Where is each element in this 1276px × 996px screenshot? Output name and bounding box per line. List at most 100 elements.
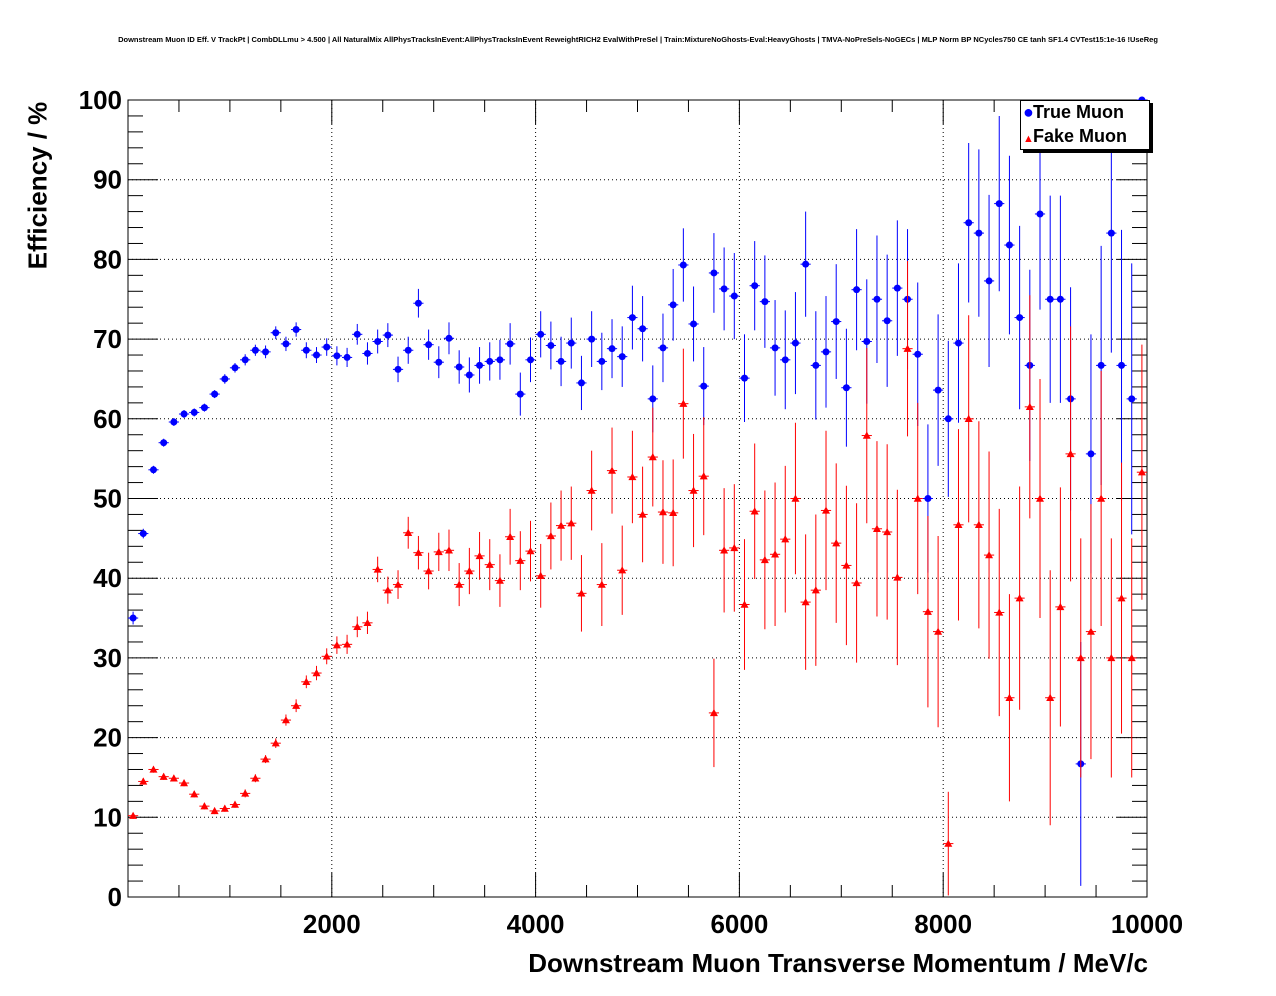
data-point xyxy=(944,839,953,847)
data-point xyxy=(985,277,993,285)
data-point xyxy=(873,295,881,303)
data-point xyxy=(587,486,596,494)
legend-label-true-muon: True Muon xyxy=(1033,102,1124,122)
data-point xyxy=(802,260,810,268)
data-point xyxy=(791,494,800,502)
data-point xyxy=(1107,653,1116,662)
data-point xyxy=(546,531,555,540)
data-point xyxy=(699,472,708,480)
data-point xyxy=(1046,693,1055,701)
data-point xyxy=(720,285,728,293)
data-point xyxy=(730,292,738,300)
data-point xyxy=(618,566,627,574)
data-point xyxy=(190,408,198,416)
series-true-muon xyxy=(128,96,1147,886)
data-point xyxy=(1056,602,1065,611)
data-point xyxy=(383,586,392,594)
data-point xyxy=(700,382,708,390)
data-point xyxy=(944,415,952,423)
data-point xyxy=(159,772,168,780)
series-fake-muon xyxy=(128,260,1147,896)
data-point xyxy=(974,520,983,529)
data-point xyxy=(414,548,423,556)
y-tick-label: 0 xyxy=(108,882,122,912)
data-point xyxy=(180,779,189,787)
data-point xyxy=(547,341,555,349)
data-point xyxy=(1107,229,1115,237)
data-point xyxy=(1097,361,1105,369)
data-point xyxy=(230,800,239,808)
data-point xyxy=(648,453,657,461)
data-point xyxy=(588,335,596,343)
data-point xyxy=(444,546,453,554)
data-point xyxy=(241,356,249,364)
data-point xyxy=(557,357,565,365)
data-point xyxy=(516,556,525,564)
data-point xyxy=(149,466,157,474)
data-point xyxy=(313,351,321,359)
data-point xyxy=(750,507,759,515)
data-point xyxy=(424,567,433,575)
data-point xyxy=(445,334,453,342)
data-point xyxy=(669,508,678,517)
data-point xyxy=(332,641,341,649)
y-tick-label: 20 xyxy=(93,723,122,753)
data-point xyxy=(343,353,351,361)
data-point xyxy=(271,739,280,747)
data-point xyxy=(261,755,270,763)
data-point xyxy=(995,608,1004,616)
data-point xyxy=(1036,494,1045,502)
legend-triangle-marker: ▲ xyxy=(1023,133,1034,145)
data-point xyxy=(251,774,260,782)
y-tick-label: 70 xyxy=(93,324,122,354)
data-point xyxy=(659,344,667,352)
legend-circle-marker: ● xyxy=(1023,102,1034,122)
data-point xyxy=(567,339,575,347)
y-tick-label: 90 xyxy=(93,165,122,195)
data-point xyxy=(292,701,301,709)
data-series xyxy=(128,96,1147,896)
data-point xyxy=(1128,395,1136,403)
y-tick-label: 50 xyxy=(93,484,122,514)
data-point xyxy=(537,330,545,338)
data-point xyxy=(486,357,494,365)
data-point xyxy=(170,418,178,426)
data-point xyxy=(373,565,382,573)
legend-entry-fake-muon: ▲Fake Muon xyxy=(1021,126,1127,148)
data-point xyxy=(1025,402,1034,411)
data-point xyxy=(200,802,209,810)
data-point xyxy=(302,346,310,354)
data-point xyxy=(465,371,473,379)
data-point xyxy=(1056,295,1064,303)
data-point xyxy=(771,344,779,352)
data-point xyxy=(781,356,789,364)
y-tick-label: 40 xyxy=(93,563,122,593)
data-point xyxy=(639,325,647,333)
data-point xyxy=(221,375,229,383)
axis-ticks xyxy=(127,99,1148,898)
axis-tick-labels: 2000 4000 6000 8000 10000 0 10 20 30 40 50 60 70 80 90… xyxy=(79,85,1184,939)
data-point xyxy=(404,346,412,354)
data-point xyxy=(812,361,820,369)
data-point xyxy=(801,598,810,606)
data-point xyxy=(455,363,463,371)
data-point xyxy=(1087,450,1095,458)
data-point xyxy=(1117,594,1126,602)
legend: ●True Muon ▲Fake Muon xyxy=(1020,100,1150,150)
data-point xyxy=(374,337,382,345)
data-point xyxy=(679,261,687,269)
chart-title: Downstream Muon ID Eff. V TrackPt | Comb… xyxy=(118,35,1158,44)
data-point xyxy=(1076,653,1085,662)
x-tick-label: 4000 xyxy=(507,909,565,939)
data-point xyxy=(1137,468,1146,476)
y-tick-label: 30 xyxy=(93,643,122,673)
data-point xyxy=(1015,594,1024,602)
data-point xyxy=(893,573,902,581)
data-point xyxy=(791,339,799,347)
data-point xyxy=(506,532,515,540)
y-tick-label: 60 xyxy=(93,404,122,434)
data-point xyxy=(608,466,617,474)
data-point xyxy=(995,200,1003,208)
data-point xyxy=(638,510,647,518)
